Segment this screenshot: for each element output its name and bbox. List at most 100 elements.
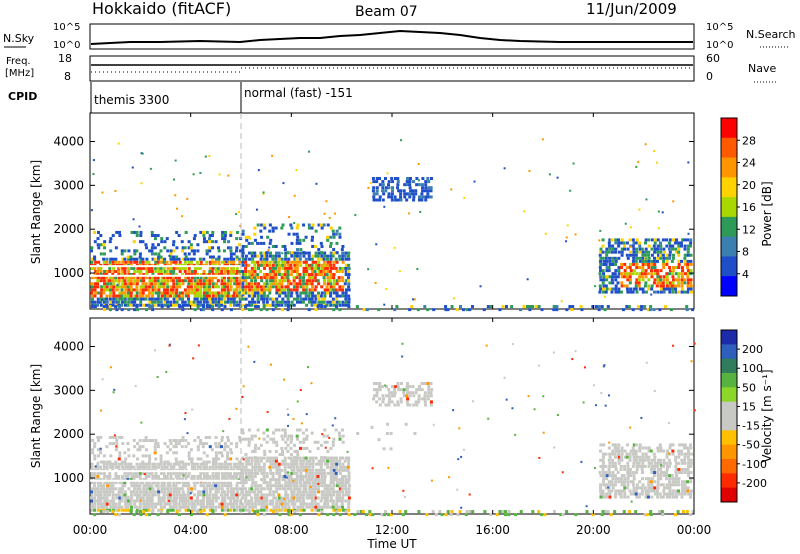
heatmap-cell — [299, 389, 302, 392]
heatmap-cell — [680, 259, 684, 263]
heatmap-cell — [405, 183, 409, 187]
heatmap-cell — [262, 502, 266, 506]
heatmap-cell — [310, 508, 314, 512]
heatmap-cell — [232, 294, 236, 298]
heatmap-cell — [193, 465, 197, 469]
heatmap-cell — [319, 251, 323, 255]
heatmap-cell — [395, 305, 399, 309]
heatmap-cell — [202, 273, 206, 277]
heatmap-cell — [127, 273, 131, 277]
heatmap-cell — [169, 300, 173, 304]
heatmap-cell — [338, 487, 342, 491]
heatmap-cell — [292, 471, 296, 475]
heatmap-cell — [210, 277, 213, 280]
heatmap-cell — [281, 453, 285, 457]
heatmap-cell — [343, 474, 347, 478]
heatmap-cell — [229, 487, 233, 491]
heatmap-cell — [250, 484, 254, 488]
heatmap-cell — [444, 513, 448, 517]
heatmap-cell — [571, 305, 575, 309]
heatmap-cell — [187, 493, 191, 497]
heatmap-cell — [192, 300, 196, 304]
heatmap-cell — [302, 273, 306, 277]
heatmap-cell — [269, 468, 273, 472]
heatmap-cell — [657, 227, 660, 230]
heatmap-cell — [644, 275, 648, 279]
heatmap-cell — [292, 279, 296, 283]
heatmap-cell — [310, 499, 314, 503]
heatmap-cell — [238, 460, 242, 464]
heatmap-cell — [148, 297, 152, 301]
heatmap-cell — [227, 291, 231, 295]
heatmap-cell — [626, 486, 630, 490]
heatmap-cell — [674, 471, 678, 475]
heatmap-cell — [468, 493, 471, 496]
heatmap-cell — [212, 266, 215, 269]
heatmap-cell — [510, 305, 514, 309]
heatmap-cell — [166, 496, 170, 500]
heatmap-cell — [305, 428, 309, 432]
heatmap-cell — [399, 198, 403, 202]
heatmap-cell — [93, 513, 97, 517]
heatmap-cell — [112, 266, 116, 270]
heatmap-cell — [628, 471, 632, 475]
heatmap-cell — [329, 446, 333, 450]
heatmap-cell — [356, 510, 360, 514]
heatmap-cell — [319, 443, 323, 447]
x-tick-label: 08:00 — [274, 523, 309, 537]
heatmap-cell — [608, 495, 612, 499]
heatmap-cell — [245, 502, 249, 506]
heatmap-cell — [142, 266, 146, 270]
heatmap-cell — [269, 254, 273, 258]
heatmap-cell — [317, 505, 321, 509]
heatmap-cell — [653, 269, 657, 273]
heatmap-cell — [115, 300, 119, 304]
heatmap-cell — [611, 244, 615, 248]
heatmap-cell — [429, 189, 433, 193]
heatmap-cell — [602, 443, 606, 447]
heatmap-cell — [144, 282, 148, 286]
heatmap-cell — [241, 232, 245, 236]
heatmap-cell — [677, 278, 681, 282]
heatmap-cell — [671, 480, 675, 484]
heatmap-cell — [334, 428, 338, 432]
heatmap-cell — [296, 400, 299, 403]
heatmap-cell — [338, 462, 342, 466]
heatmap-cell — [647, 244, 651, 248]
heatmap-cell — [298, 273, 302, 277]
heatmap-cell — [265, 303, 269, 307]
heatmap-cell — [280, 462, 284, 466]
heatmap-cell — [314, 496, 318, 500]
heatmap-cell — [316, 254, 320, 258]
heatmap-cell — [108, 460, 112, 464]
heatmap-cell — [387, 183, 391, 187]
heatmap-cell — [406, 397, 410, 401]
heatmap-cell — [299, 263, 303, 267]
heatmap-cell — [468, 510, 472, 514]
heatmap-cell — [103, 471, 107, 475]
heatmap-cell — [632, 489, 636, 493]
heatmap-cell — [174, 273, 178, 277]
heatmap-cell — [133, 484, 137, 488]
heatmap-cell — [631, 238, 635, 242]
heatmap-cell — [223, 237, 227, 241]
heatmap-cell — [235, 462, 239, 466]
heatmap-cell — [571, 358, 574, 361]
heatmap-cell — [329, 294, 333, 298]
heatmap-cell — [114, 513, 118, 517]
heatmap-cell — [623, 272, 627, 276]
heatmap-cell — [193, 234, 197, 238]
heatmap-cell — [671, 244, 675, 248]
heatmap-cell — [398, 270, 401, 273]
heatmap-cell — [146, 491, 149, 494]
heatmap-cell — [236, 303, 240, 307]
heatmap-cell — [640, 305, 644, 309]
heatmap-cell — [135, 471, 139, 475]
heatmap-cell — [650, 486, 654, 490]
heatmap-cell — [452, 297, 455, 300]
heatmap-cell — [201, 445, 205, 449]
heatmap-cell — [184, 439, 188, 443]
heatmap-cell — [215, 257, 219, 261]
heatmap-cell — [293, 251, 297, 255]
heatmap-cell — [653, 486, 657, 490]
